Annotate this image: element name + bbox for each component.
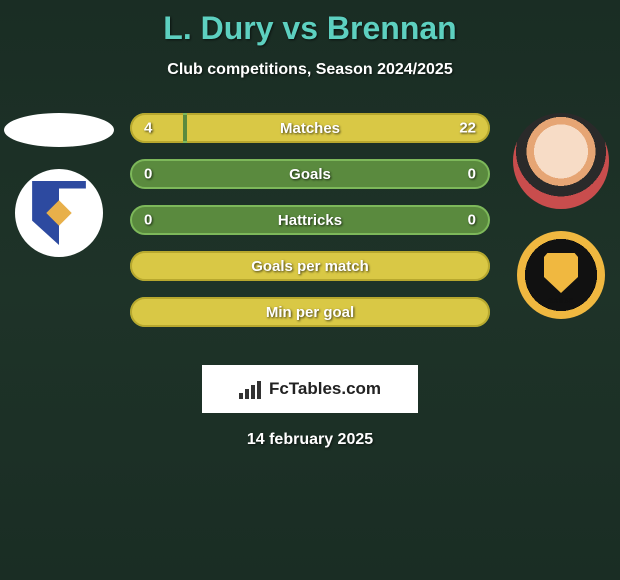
stat-label: Goals per match bbox=[251, 258, 369, 275]
stat-value-right: 0 bbox=[468, 166, 476, 183]
subtitle: Club competitions, Season 2024/2025 bbox=[0, 61, 620, 79]
stat-label: Hattricks bbox=[278, 212, 342, 229]
stat-bars: 4 22 Matches 0 0 Goals 0 0 Hattricks Goals per ma… bbox=[130, 113, 490, 327]
stat-bar: Goals per match bbox=[130, 251, 490, 281]
stat-bar: 0 0 Goals bbox=[130, 159, 490, 189]
left-player-photo bbox=[4, 113, 114, 147]
stat-value-right: 22 bbox=[459, 120, 476, 137]
stat-value-right: 0 bbox=[468, 212, 476, 229]
right-player-photo bbox=[513, 113, 609, 209]
stat-bar: 0 0 Hattricks bbox=[130, 205, 490, 235]
page-title: L. Dury vs Brennan bbox=[0, 0, 620, 47]
stat-bar: Min per goal bbox=[130, 297, 490, 327]
right-player-column bbox=[506, 113, 616, 343]
date-label: 14 february 2025 bbox=[0, 431, 620, 449]
stat-value-left: 0 bbox=[144, 166, 152, 183]
right-club-badge bbox=[517, 231, 605, 319]
stat-label: Goals bbox=[289, 166, 331, 183]
stat-value-left: 4 bbox=[144, 120, 152, 137]
bar-chart-icon bbox=[239, 379, 263, 399]
bar-fill-left bbox=[130, 113, 183, 143]
stat-label: Matches bbox=[280, 120, 340, 137]
left-club-badge bbox=[15, 169, 103, 257]
stats-area: 4 22 Matches 0 0 Goals 0 0 Hattricks Goals per ma… bbox=[0, 113, 620, 363]
watermark-text: FcTables.com bbox=[269, 379, 381, 399]
stat-label: Min per goal bbox=[266, 304, 354, 321]
watermark: FcTables.com bbox=[202, 365, 418, 413]
stat-value-left: 0 bbox=[144, 212, 152, 229]
stat-bar: 4 22 Matches bbox=[130, 113, 490, 143]
left-player-column bbox=[4, 113, 114, 343]
